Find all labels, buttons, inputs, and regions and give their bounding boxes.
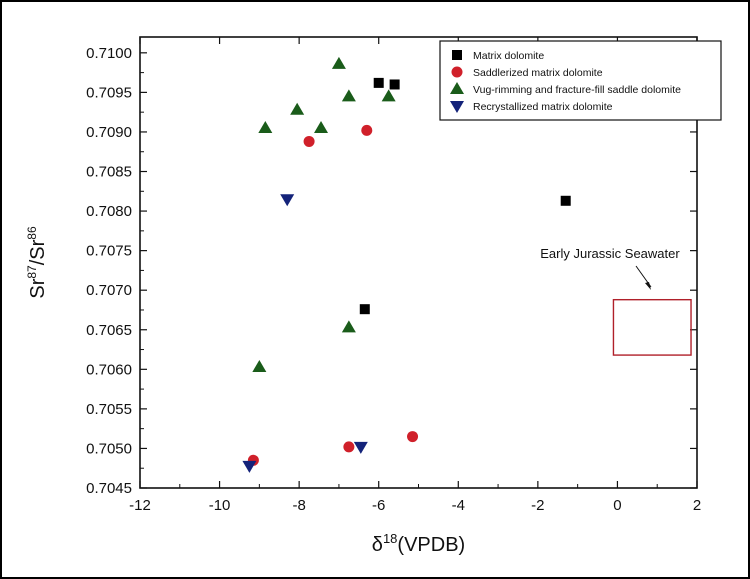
x-tick-label: -2	[531, 497, 544, 514]
legend-box	[439, 40, 722, 121]
y-tick-label: 0.7065	[86, 322, 132, 339]
legend-entry: Saddlerized matrix dolomite	[473, 67, 603, 79]
y-axis-ticks: 0.7045 0.7050 0.7055 0.7060 0.7065 0.7070 0.70…	[86, 45, 697, 497]
legend: Matrix dolomite Saddlerized matrix dolomi…	[439, 40, 722, 121]
data-point-circle	[407, 431, 419, 443]
annotation-arrow-head	[645, 282, 651, 290]
y-tick-label: 0.7050	[86, 440, 132, 457]
legend-entry: Matrix dolomite	[473, 50, 544, 62]
legend-marker-triangle-up	[450, 82, 464, 94]
x-tick-label: -8	[292, 497, 305, 514]
data-point-triangle-up	[290, 102, 305, 115]
data-point-square	[389, 79, 400, 90]
data-point-triangle-up	[331, 56, 346, 69]
data-point-square	[373, 77, 384, 88]
data-point-square	[560, 195, 571, 206]
x-tick-label: -6	[372, 497, 385, 514]
legend-marker-square	[452, 50, 462, 60]
y-tick-label: 0.7075	[86, 243, 132, 260]
y-tick-label: 0.7100	[86, 45, 132, 62]
y-tick-label: 0.7090	[86, 124, 132, 141]
x-tick-label: -10	[209, 497, 231, 514]
data-point-triangle-down	[353, 441, 368, 454]
data-point-triangle-up	[381, 89, 396, 102]
y-axis-title: Sr87/Sr86	[25, 226, 49, 299]
legend-marker-circle	[451, 66, 463, 78]
data-point-triangle-down	[280, 194, 295, 207]
legend-marker-triangle-down	[450, 101, 464, 113]
x-tick-label: 0	[613, 497, 621, 514]
y-tick-label: 0.7070	[86, 282, 132, 299]
data-point-triangle-up	[314, 120, 329, 133]
data-point-square	[359, 304, 370, 315]
legend-entry: Vug-rimming and fracture-fill saddle dol…	[473, 84, 681, 96]
y-tick-label: 0.7045	[86, 480, 132, 497]
data-point-triangle-down	[242, 460, 257, 473]
data-point-triangle-up	[341, 89, 356, 102]
x-tick-label: -12	[129, 497, 151, 514]
y-tick-label: 0.7055	[86, 401, 132, 418]
data-point-circle	[303, 135, 315, 147]
annotations: Early Jurassic Seawater	[540, 246, 692, 356]
x-tick-label: 2	[693, 497, 701, 514]
x-axis-ticks: -12 -10 -8 -6 -4 -2 0 2	[129, 37, 701, 514]
seawater-box	[612, 298, 692, 356]
y-tick-label: 0.7080	[86, 203, 132, 220]
data-points	[242, 56, 571, 473]
legend-entry: Recrystallized matrix dolomite	[473, 101, 613, 113]
y-tick-label: 0.7085	[86, 164, 132, 181]
x-tick-label: -4	[452, 497, 465, 514]
data-point-triangle-up	[258, 120, 273, 133]
data-point-circle	[343, 441, 355, 453]
x-axis-title: δ18(VPDB)	[372, 531, 465, 556]
data-point-circle	[361, 124, 373, 136]
y-tick-label: 0.7095	[86, 84, 132, 101]
annotation-label: Early Jurassic Seawater	[540, 246, 680, 261]
data-point-triangle-up	[252, 359, 267, 372]
data-point-triangle-up	[341, 320, 356, 333]
y-tick-label: 0.7060	[86, 361, 132, 378]
